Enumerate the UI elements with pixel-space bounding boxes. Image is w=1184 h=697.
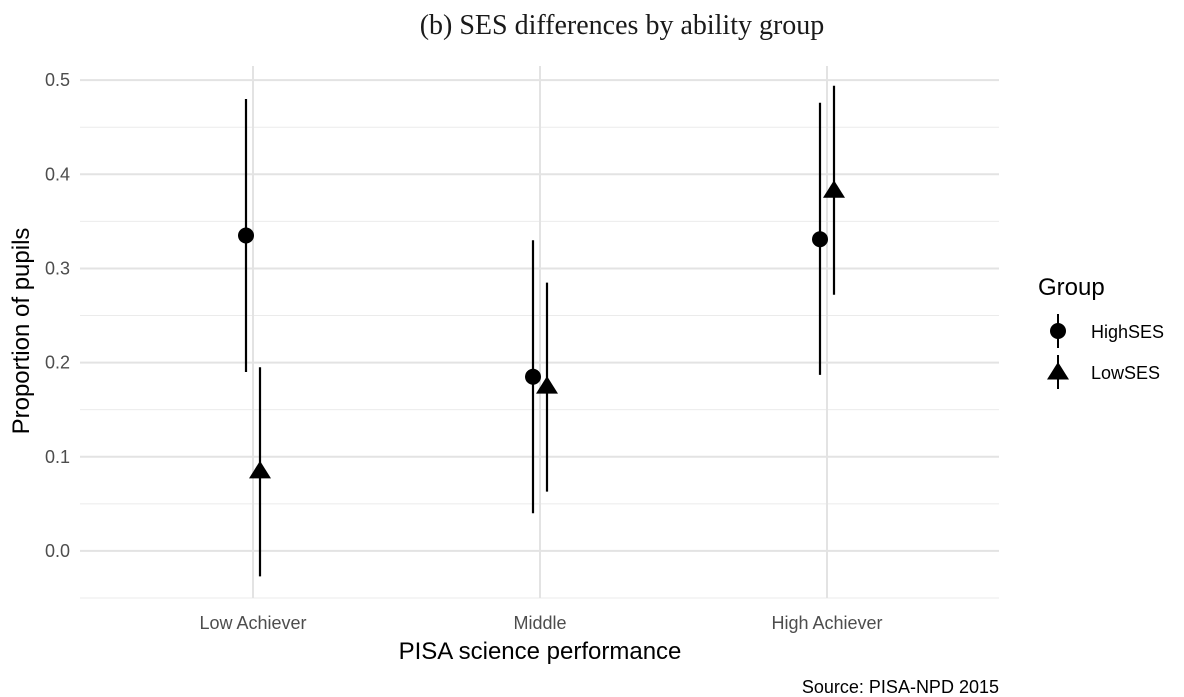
lowses-point	[536, 376, 558, 394]
x-tick-label: High Achiever	[771, 613, 882, 633]
legend: Group HighSES LowSES	[1038, 274, 1164, 389]
y-axis-ticks: 0.0 0.1 0.2 0.3 0.4 0.5	[45, 70, 70, 561]
lowses-point	[249, 460, 271, 479]
highses-point	[525, 368, 541, 385]
legend-title: Group	[1038, 274, 1105, 301]
y-axis-title: Proportion of pupils	[8, 228, 35, 435]
lowses-point	[823, 180, 845, 198]
gridlines	[80, 66, 999, 599]
y-tick-label: 0.4	[45, 164, 70, 184]
x-tick-label: Middle	[513, 613, 566, 633]
legend-lowses-label: LowSES	[1091, 363, 1160, 383]
highses-point	[238, 227, 254, 244]
y-tick-label: 0.2	[45, 353, 70, 373]
highses-point	[812, 231, 828, 248]
legend-highses-label: HighSES	[1091, 322, 1164, 342]
y-tick-label: 0.5	[45, 70, 70, 90]
chart-title: (b) SES differences by ability group	[420, 10, 825, 41]
legend-lowses-triangle-icon	[1047, 362, 1069, 380]
x-axis-ticks: Low Achiever Middle High Achiever	[199, 613, 882, 633]
x-axis-title: PISA science performance	[399, 638, 682, 665]
source-caption: Source: PISA-NPD 2015	[802, 677, 999, 697]
y-tick-label: 0.1	[45, 447, 70, 467]
x-tick-label: Low Achiever	[199, 613, 306, 633]
data-marks	[238, 85, 845, 577]
y-tick-label: 0.0	[45, 541, 70, 561]
y-tick-label: 0.3	[45, 258, 70, 278]
legend-highses-circle-icon	[1050, 323, 1066, 339]
